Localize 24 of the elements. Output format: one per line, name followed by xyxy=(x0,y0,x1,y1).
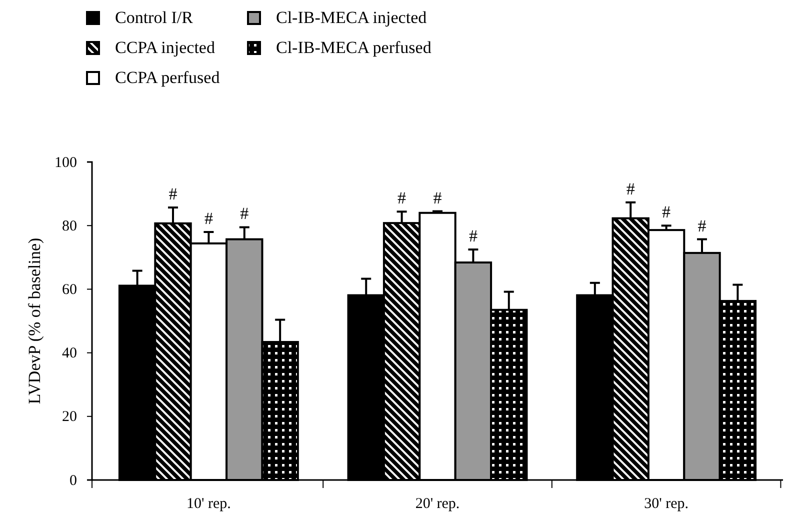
x-tick-label: 20' rep. xyxy=(415,496,460,512)
data-label: # xyxy=(662,202,672,222)
legend-label: CCPA injected xyxy=(115,38,216,57)
data-label: # xyxy=(204,208,214,228)
y-tick-label: 20 xyxy=(62,409,77,426)
data-label: # xyxy=(626,179,636,198)
data-label: # xyxy=(398,188,407,208)
y-tick-label: 60 xyxy=(62,282,77,298)
legend-label: CCPA perfused xyxy=(115,68,220,87)
data-label: # xyxy=(468,226,478,246)
x-tick-label: 30' rep. xyxy=(644,496,688,512)
data-label: # xyxy=(698,216,707,236)
y-tick-label: 100 xyxy=(54,154,77,171)
y-axis-title: LVDevP (% of baseline) xyxy=(25,238,44,404)
y-tick-label: 0 xyxy=(70,472,77,489)
data-label: # xyxy=(168,184,178,204)
legend-label: Cl-IB-MECA injected xyxy=(276,8,428,27)
data-label: # xyxy=(433,188,442,208)
y-tick-label: 40 xyxy=(62,346,77,362)
y-tick-label: 80 xyxy=(62,218,77,234)
legend-label: Control I/R xyxy=(115,8,194,27)
legend-label: Cl-IB-MECA perfused xyxy=(276,38,432,57)
x-tick-label: 10' rep. xyxy=(186,496,231,512)
data-label: # xyxy=(240,204,250,224)
